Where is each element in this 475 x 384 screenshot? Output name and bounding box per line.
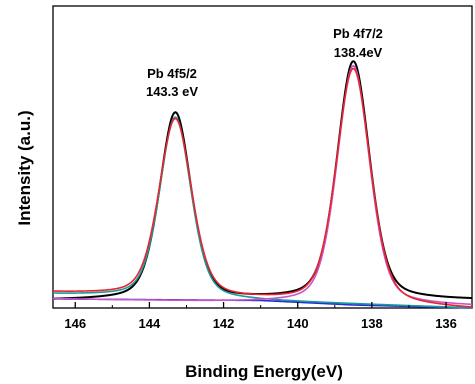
x-axis-label: Binding Energy(eV): [185, 362, 343, 381]
x-tick-label: 138: [361, 316, 383, 331]
annotation-pb4f72-name: Pb 4f7/2: [333, 26, 383, 41]
annotation-pb4f52-name: Pb 4f5/2: [147, 66, 197, 81]
annotation-pb4f52-energy: 143.3 eV: [146, 84, 198, 99]
x-ticks-group: 146 144 142 140 138 136: [64, 302, 457, 331]
series-line-raw-peaks: [52, 60, 473, 300]
x-tick-label: 144: [139, 316, 161, 331]
annotation-pb4f72-energy: 138.4eV: [334, 45, 383, 60]
x-tick-label: 140: [287, 316, 309, 331]
series-line-fit-envelope: [52, 67, 473, 308]
plot-frame: [52, 5, 473, 309]
series-line-component: [52, 116, 473, 309]
y-axis-label: Intensity (a.u.): [15, 110, 34, 225]
x-tick-label: 142: [213, 316, 235, 331]
x-tick-label: 146: [64, 316, 86, 331]
curves-group: [52, 60, 473, 309]
x-tick-label: 136: [435, 316, 457, 331]
series-line-component: [52, 65, 473, 306]
